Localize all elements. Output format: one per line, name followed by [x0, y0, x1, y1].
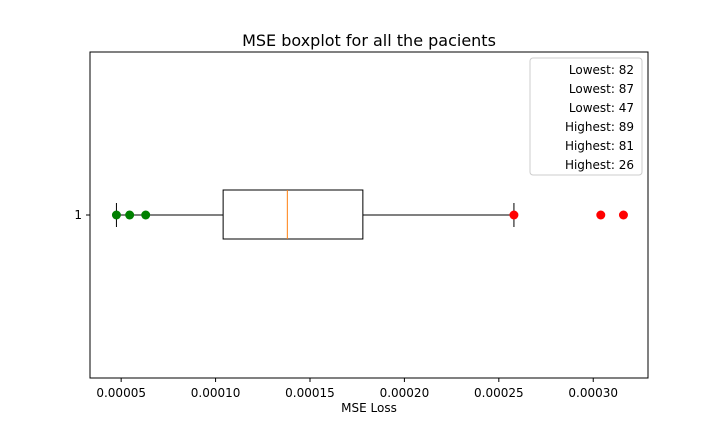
highest-point: [596, 210, 606, 220]
box-group: [115, 189, 515, 240]
legend-entry: Highest: 89: [565, 120, 634, 134]
x-axis-label: MSE Loss: [341, 401, 397, 415]
legend-entry: Lowest: 47: [569, 101, 634, 115]
x-tick-label: 0.00025: [474, 386, 524, 400]
box-iqr: [222, 189, 364, 240]
legend-frame: [529, 57, 643, 176]
x-tick-label: 0.00005: [96, 386, 146, 400]
x-tick-label: 0.00010: [191, 386, 241, 400]
chart-title: MSE boxplot for all the pacients: [242, 31, 496, 50]
y-tick-label: 1: [74, 208, 82, 222]
legend-entry: Highest: 81: [565, 139, 634, 153]
legend: Lowest: 82 Lowest: 87 Lowest: 47 Highest: 8…: [529, 57, 643, 176]
highest-point: [509, 210, 519, 220]
points-group: [111, 210, 628, 220]
lowest-point: [141, 210, 151, 220]
x-tick-label: 0.00030: [568, 386, 618, 400]
legend-entry: Lowest: 87: [569, 82, 634, 96]
x-tick-label: 0.00020: [380, 386, 430, 400]
lowest-point: [125, 210, 135, 220]
x-axis-ticks: 0.00005 0.00010 0.00015 0.00020 0.00025 0.000…: [96, 378, 618, 400]
highest-point: [618, 210, 628, 220]
legend-entry: Highest: 26: [565, 158, 634, 172]
x-tick-label: 0.00015: [285, 386, 335, 400]
legend-entries: Lowest: 82 Lowest: 87 Lowest: 47 Highest: 8…: [565, 63, 634, 172]
legend-entry: Lowest: 82: [569, 63, 634, 77]
lowest-point: [111, 210, 121, 220]
plot-area: 0.00005 0.00010 0.00015 0.00020 0.00025 0.000…: [74, 51, 649, 400]
y-axis-ticks: 1: [74, 208, 90, 222]
